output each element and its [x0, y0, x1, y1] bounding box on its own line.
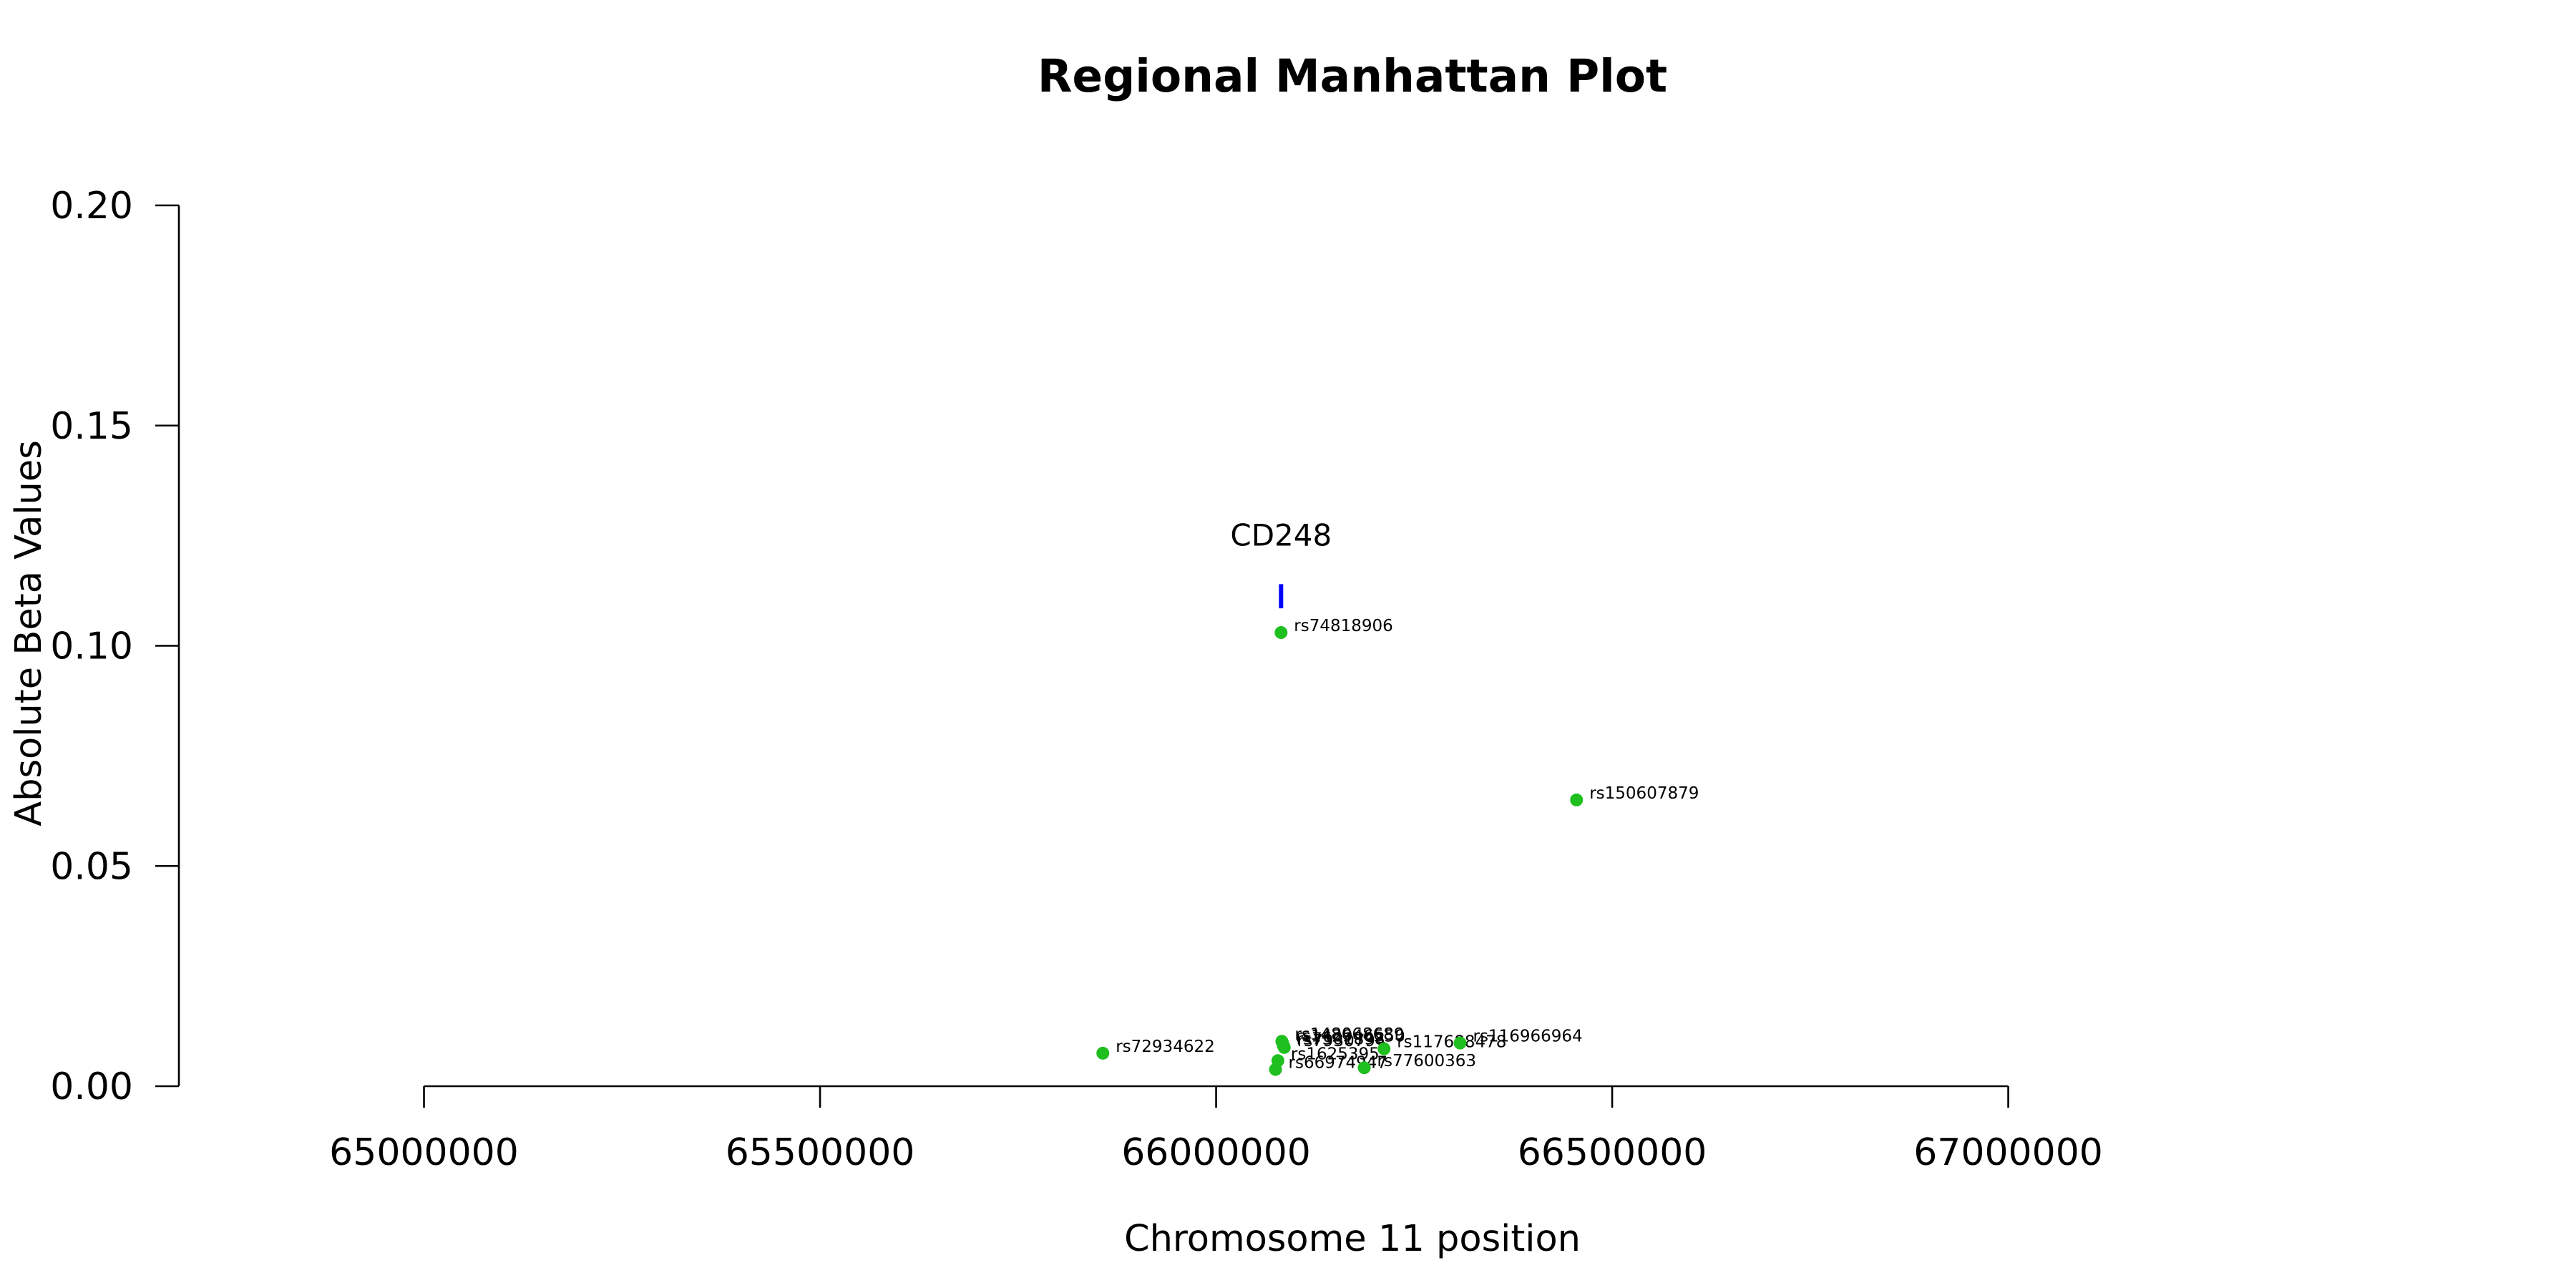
- x-tick-label: 66000000: [1121, 1131, 1311, 1174]
- snp-point: [1096, 1046, 1110, 1060]
- y-axis-title: Absolute Beta Values: [8, 440, 50, 826]
- snp-point: [1277, 1040, 1291, 1054]
- x-tick-label: 66500000: [1518, 1131, 1707, 1174]
- y-tick-label: 0.05: [50, 845, 133, 888]
- snp-point: [1269, 1063, 1282, 1076]
- chart-title: Regional Manhattan Plot: [1038, 50, 1667, 102]
- snp-label: rs77600363: [1377, 1052, 1477, 1070]
- x-axis-title: Chromosome 11 position: [1124, 1218, 1581, 1260]
- snp-points: rs74818906 rs150607879 rs72934622 rs1480686…: [1096, 617, 1699, 1076]
- snp-point: [1453, 1036, 1467, 1050]
- y-axis: 0.00 0.05 0.10 0.15 0.20: [50, 185, 180, 1108]
- snp-label: rs1625395: [1291, 1045, 1380, 1063]
- gene-label: CD248: [1230, 517, 1332, 552]
- gene-markers: CD248: [1230, 517, 1332, 609]
- y-tick-label: 0.10: [50, 625, 133, 668]
- y-tick-label: 0.00: [50, 1065, 133, 1108]
- snp-label: rs74818906: [1294, 617, 1393, 635]
- snp-label: rs142946550: [1296, 1028, 1405, 1046]
- y-tick-label: 0.20: [50, 185, 133, 228]
- snp-label: rs72934622: [1116, 1038, 1215, 1056]
- snp-point: [1377, 1042, 1391, 1055]
- snp-label: rs7501898: [1297, 1030, 1385, 1048]
- snp-point: [1357, 1061, 1371, 1075]
- snp-point: [1570, 793, 1584, 806]
- snp-label: rs148068689: [1294, 1025, 1404, 1044]
- x-axis: 65000000 65500000 66000000 66500000 67000000: [329, 1085, 2103, 1174]
- x-tick-label: 65000000: [329, 1131, 519, 1174]
- snp-label: rs116966964: [1473, 1028, 1582, 1046]
- snp-point: [1274, 626, 1288, 640]
- snp-label: rs66974947: [1289, 1054, 1388, 1073]
- snp-label: rs117688478: [1397, 1033, 1506, 1052]
- snp-label: rs7930794: [1297, 1032, 1386, 1050]
- snp-label: rs150607879: [1589, 784, 1699, 803]
- x-tick-label: 67000000: [1913, 1131, 2103, 1174]
- y-tick-label: 0.15: [50, 405, 133, 448]
- x-tick-label: 65500000: [726, 1131, 915, 1174]
